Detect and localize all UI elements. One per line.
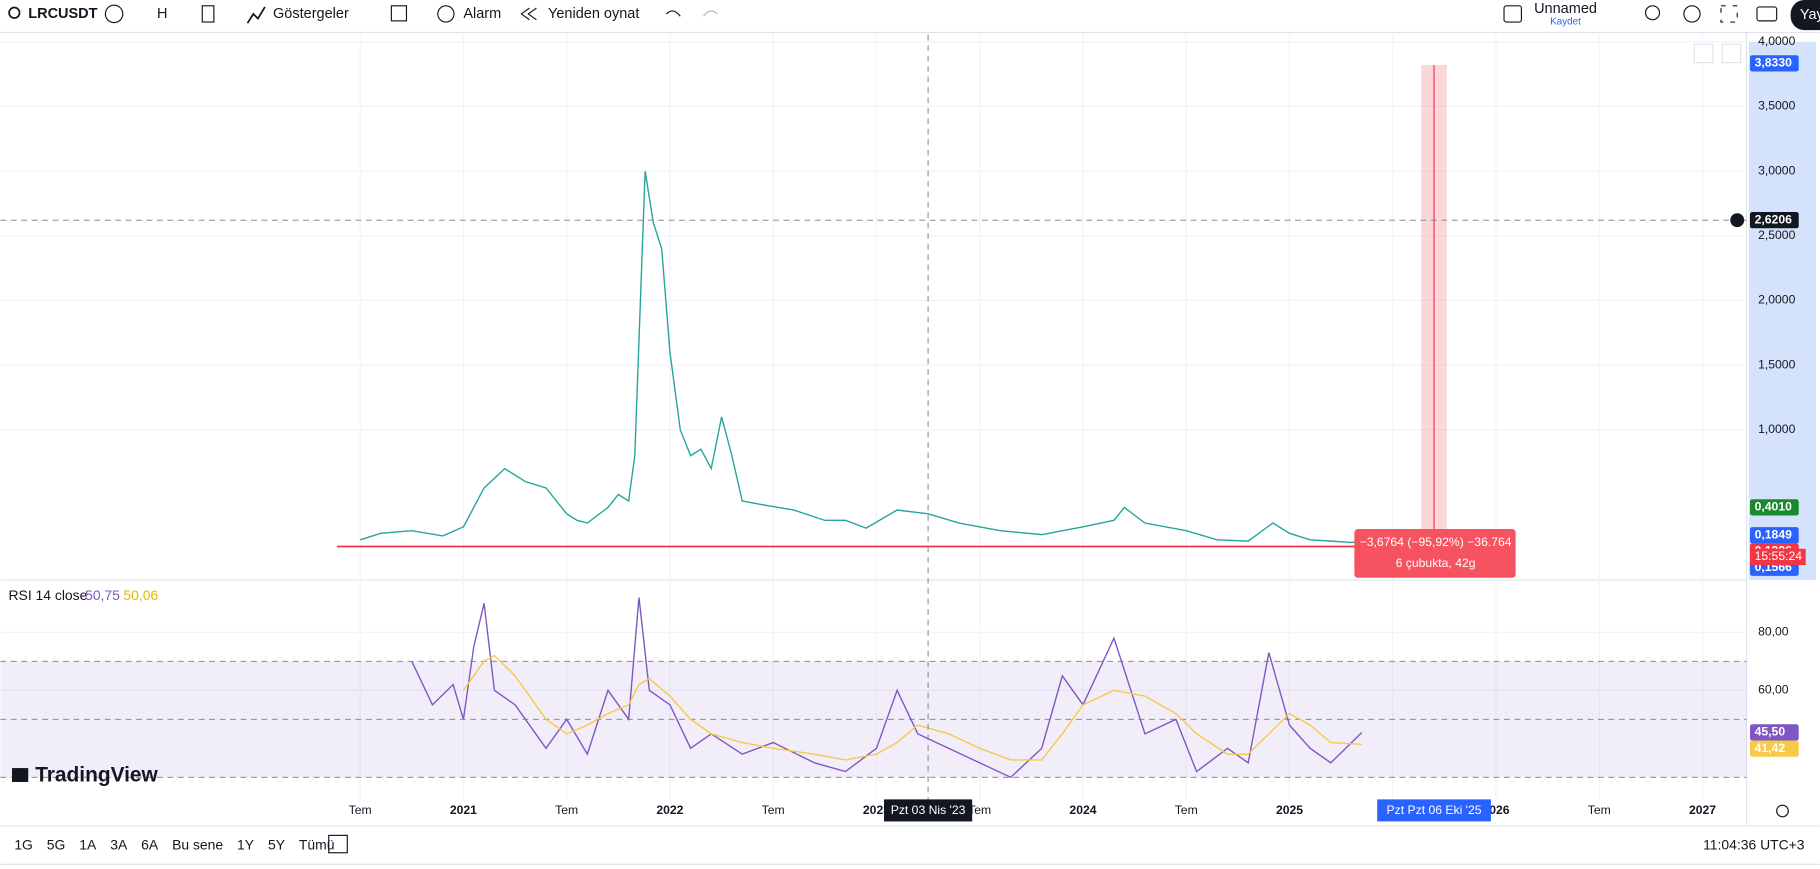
price-marker	[1749, 55, 1799, 72]
measure-change: −3,6764 (−95,92%) −36.764	[1360, 535, 1512, 549]
crosshair-time-box	[883, 799, 973, 822]
y-tick-label: 3,0000	[1758, 163, 1795, 177]
indicators-icon[interactable]	[246, 6, 266, 24]
price-marker-label: 2,6206	[1755, 212, 1792, 226]
selection-time: Pzt Pzt 06 Eki '25	[1387, 803, 1482, 817]
x-tick-label: Tem	[349, 803, 372, 817]
alarm[interactable]: Alarm	[463, 6, 501, 22]
x-tick-label: Tem	[1588, 803, 1611, 817]
symbol[interactable]: LRCUSDT	[28, 6, 97, 22]
y-tick-label: 2,0000	[1758, 293, 1795, 307]
replay-icon[interactable]	[520, 7, 537, 21]
x-tick-label: Tem	[555, 803, 578, 817]
x-tick-label: 2022	[656, 803, 683, 817]
layouts[interactable]	[390, 5, 408, 22]
price-marker-label: 41,42	[1755, 741, 1786, 755]
y-tick-label: 3,5000	[1758, 99, 1795, 113]
range-button[interactable]: 1A	[79, 836, 97, 852]
x-tick-label: 2025	[1276, 803, 1303, 817]
y-tick-label: 1,5000	[1758, 357, 1795, 371]
save[interactable]: Kaydet	[1550, 17, 1581, 28]
top-toolbar: LRCUSDT H Göstergeler Alarm Yeniden oyna…	[0, 0, 1820, 34]
price-marker-label: 45,50	[1755, 725, 1786, 739]
redo[interactable]	[703, 10, 718, 17]
price-marker-label: 0,4010	[1755, 500, 1792, 514]
bottom-bar: 11:04:36 UTC+3 1G 5G 1A 3A 6A Bu sene 1Y 5Y Tümü	[0, 804, 1820, 865]
snapshot[interactable]	[1756, 6, 1778, 22]
range-button[interactable]: 1Y	[237, 836, 254, 852]
quick-search[interactable]	[1644, 5, 1661, 21]
grid	[0, 34, 1747, 801]
range-button[interactable]: 1G	[14, 836, 33, 852]
measure-span: 6 çubukta, 42g	[1396, 556, 1476, 570]
date-range-icon[interactable]	[328, 834, 348, 854]
replay[interactable]: Yeniden oynat	[548, 6, 639, 22]
axis-settings[interactable]	[1776, 804, 1789, 818]
scroll-button[interactable]	[1693, 43, 1714, 64]
x-tick-label: Tem	[1175, 803, 1198, 817]
range-button[interactable]: 3A	[110, 836, 128, 852]
price-marker	[1749, 527, 1799, 544]
layout-name[interactable]: Unnamed	[1534, 1, 1597, 17]
add-symbol[interactable]	[104, 4, 124, 24]
price-marker-label: 3,8330	[1755, 56, 1792, 70]
logo	[11, 768, 29, 782]
y-tick-label: 4,0000	[1758, 34, 1795, 48]
x-tick-label: 2021	[450, 803, 477, 817]
rsi-legend-value: 50,75	[85, 587, 120, 603]
rsi-line	[411, 597, 1363, 779]
y-tick-label: 2,5000	[1758, 228, 1795, 242]
plot	[0, 34, 1747, 801]
indicators[interactable]: Göstergeler	[273, 6, 349, 22]
range-button[interactable]: 5Y	[268, 836, 285, 852]
settings[interactable]	[1683, 5, 1701, 23]
x-tick-label: 2027	[1689, 803, 1716, 817]
price-marker	[1749, 499, 1799, 516]
x-tick-label: Tem	[762, 803, 785, 817]
countdown-box	[1749, 548, 1806, 566]
y-tick-label: 1,0000	[1758, 422, 1795, 436]
reset-button[interactable]	[1721, 43, 1742, 64]
fullscreen[interactable]	[1720, 5, 1738, 23]
y-tick-label: 60,00	[1758, 683, 1789, 697]
price-marker-label: 0,1849	[1755, 527, 1792, 541]
price-marker	[1749, 724, 1799, 741]
add-alert[interactable]	[1730, 213, 1745, 228]
interval[interactable]: H	[157, 6, 167, 22]
chart-type[interactable]	[201, 5, 215, 23]
scale-highlight	[1748, 41, 1817, 581]
search-icon[interactable]	[8, 6, 21, 19]
rsi-line	[462, 654, 1362, 761]
clock[interactable]: 11:04:36 UTC+3	[1703, 836, 1805, 852]
y-tick-label: 80,00	[1758, 625, 1789, 639]
selection-time-box	[1377, 799, 1491, 822]
x-tick-label: 2024	[1069, 803, 1096, 817]
alarm-icon[interactable]	[437, 5, 455, 23]
publish[interactable]: Yay	[1800, 7, 1820, 23]
countdown: 15:55:24	[1755, 549, 1803, 563]
range-button[interactable]: 5G	[47, 836, 66, 852]
measure-box	[1354, 529, 1516, 578]
watermark-group: TradingView	[11, 764, 159, 787]
price-marker	[1749, 212, 1799, 229]
rsi-title: RSI 14 close	[9, 587, 88, 603]
x-tick-label: 2023	[863, 803, 890, 817]
price-marker	[1749, 740, 1799, 757]
range-button[interactable]: Bu sene	[172, 836, 223, 852]
crosshair-time: Pzt 03 Nis '23	[891, 803, 966, 817]
publish-button[interactable]	[1790, 0, 1820, 31]
rsi-legend-value: 50,06	[123, 587, 158, 603]
range-button[interactable]: 6A	[141, 836, 159, 852]
range-button[interactable]: Tümü	[299, 836, 335, 852]
undo[interactable]	[665, 10, 681, 17]
watermark: TradingView	[35, 764, 158, 787]
layout-icon[interactable]	[1503, 5, 1523, 23]
price-line	[359, 171, 1404, 544]
x-tick-label: Tem	[968, 803, 991, 817]
